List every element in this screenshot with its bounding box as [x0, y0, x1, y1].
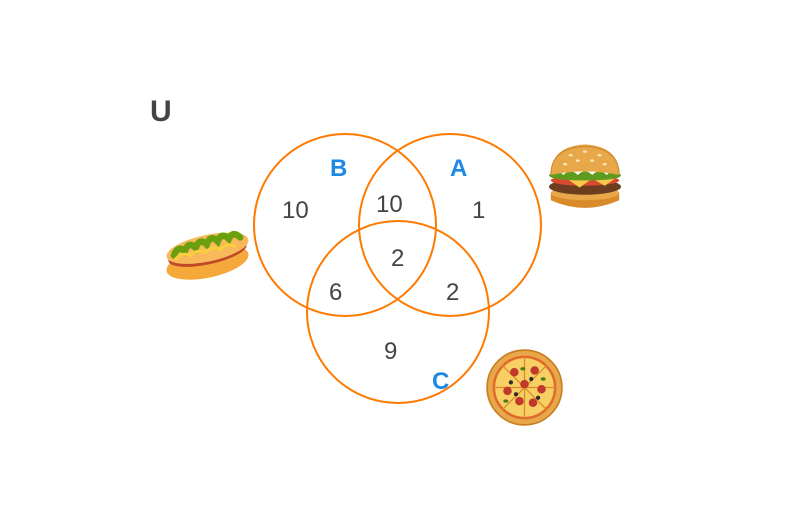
- region-a-only: 1: [472, 199, 485, 223]
- region-bc: 6: [329, 281, 342, 305]
- region-c-only: 9: [384, 340, 397, 364]
- venn-diagram: U B A C 10 1 10 2 6 2 9: [0, 0, 800, 517]
- region-abc: 2: [391, 247, 404, 271]
- hotdog-icon: [160, 218, 255, 288]
- set-label-a: A: [450, 157, 467, 181]
- set-label-c: C: [432, 370, 449, 394]
- region-ac: 2: [446, 281, 459, 305]
- pizza-icon: [482, 345, 567, 430]
- universe-label: U: [150, 97, 172, 127]
- region-b-only: 10: [282, 199, 309, 223]
- set-label-b: B: [330, 157, 347, 181]
- region-ab: 10: [376, 193, 403, 217]
- burger-icon: [540, 130, 630, 220]
